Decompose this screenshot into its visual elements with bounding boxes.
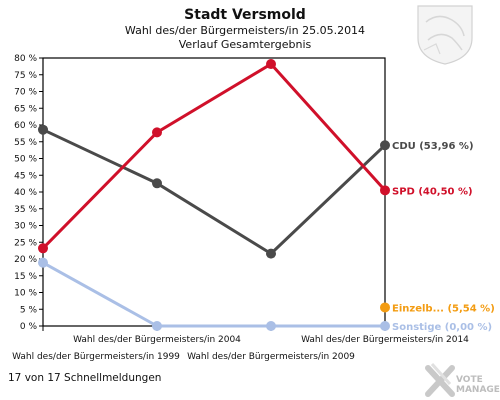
y-tick-label: 65 % (14, 104, 37, 114)
y-tick-label: 45 % (14, 171, 37, 181)
end-label-cdu: CDU (53,96 %) (392, 141, 474, 152)
y-tick-label: 75 % (14, 71, 37, 81)
series-line-cdu (42, 128, 387, 256)
chart-subtitle: Wahl des/der Bürgermeisters/in 25.05.201… (125, 24, 365, 37)
data-point-cdu (152, 178, 162, 189)
series-line-sonstige (42, 261, 385, 328)
y-tick-label: 50 % (14, 155, 37, 165)
brand-line-1: VOTE (456, 375, 483, 385)
y-tick-label: 35 % (14, 205, 37, 215)
brand-line-2: MANAGER (456, 385, 500, 395)
x-category-label: Wahl des/der Bürgermeisters/in 1999 (12, 352, 180, 362)
data-point-spd (266, 59, 276, 70)
data-point-sonstige (38, 257, 48, 268)
data-point-spd (380, 185, 390, 196)
data-point-spd (38, 243, 48, 254)
x-category-label: Wahl des/der Bürgermeisters/in 2009 (187, 352, 355, 362)
y-tick-label: 60 % (14, 121, 37, 131)
y-tick-label: 20 % (14, 255, 37, 265)
coat-of-arms-icon (417, 5, 473, 65)
y-tick-label: 55 % (14, 138, 37, 148)
data-point-sonstige (380, 321, 390, 331)
data-point-einzel (380, 302, 390, 313)
y-tick-label: 70 % (14, 88, 37, 98)
end-label-spd: SPD (40,50 %) (392, 186, 473, 197)
data-point-cdu (38, 124, 48, 135)
y-tick-label: 0 % (20, 322, 38, 332)
data-point-sonstige (152, 321, 162, 331)
data-point-cdu (266, 248, 276, 259)
y-tick-label: 25 % (14, 238, 37, 248)
series-line-spd (41, 62, 387, 250)
y-tick-label: 80 % (14, 54, 37, 64)
x-category-label: Wahl des/der Bürgermeisters/in 2014 (301, 335, 469, 345)
y-tick-label: 30 % (14, 222, 37, 232)
vote-manager-x-icon (425, 362, 455, 397)
data-point-sonstige (266, 321, 276, 331)
end-label-sonstige: Sonstige (0,00 %) (392, 322, 492, 333)
footer-status: 17 von 17 Schnellmeldungen (8, 372, 161, 384)
y-tick-label: 15 % (14, 272, 37, 282)
end-label-einzel: Einzelb... (5,54 %) (392, 303, 495, 314)
chart-subtitle-2: Verlauf Gesamtergebnis (179, 38, 312, 51)
chart-title: Stadt Versmold (184, 7, 306, 23)
data-point-cdu (380, 140, 390, 151)
y-tick-label: 40 % (14, 188, 37, 198)
data-point-spd (152, 127, 162, 138)
plot-area: 0 % 5 % 10 % 15 % 20 % 25 % 30 % 35 % 40 % 45 % 50… (12, 54, 495, 362)
y-tick-label: 5 % (20, 305, 38, 315)
y-tick-label: 10 % (14, 289, 37, 299)
vote-manager-logo: VOTE MANAGER (425, 362, 500, 397)
x-category-label: Wahl des/der Bürgermeisters/in 2004 (73, 335, 241, 345)
